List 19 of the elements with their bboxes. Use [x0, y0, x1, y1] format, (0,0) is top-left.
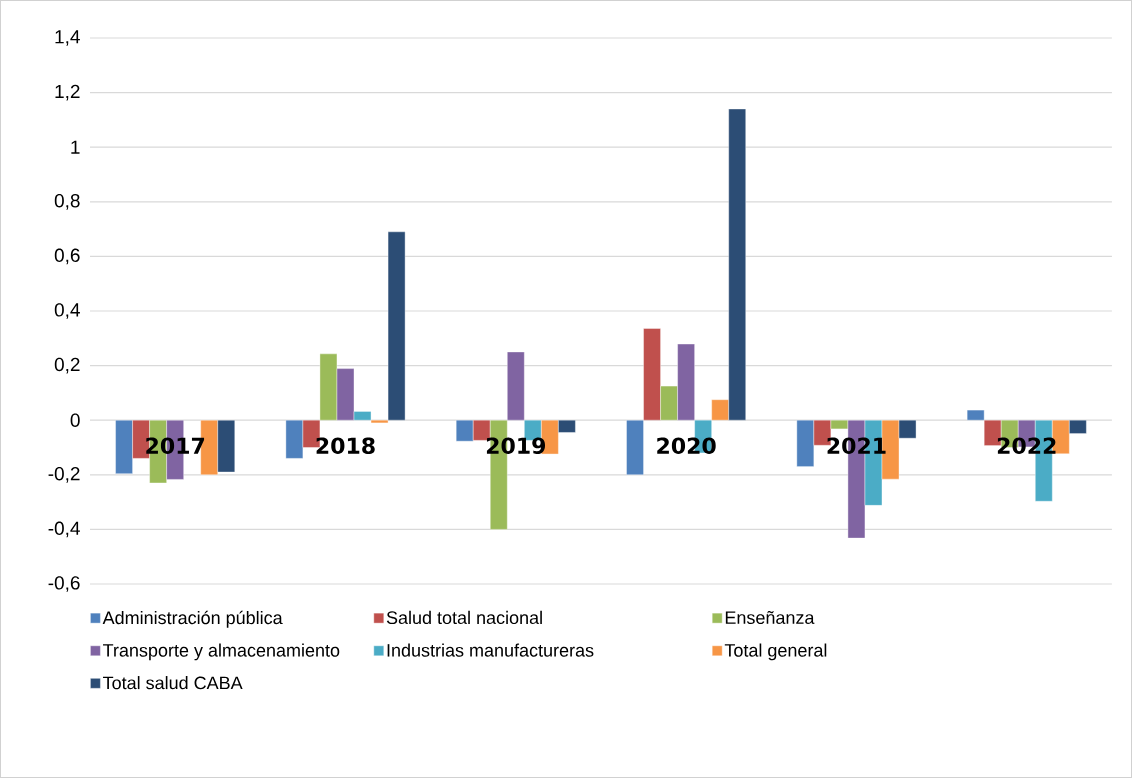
y-tick-label: 1 — [71, 140, 80, 154]
y-tick-label: -0,2 — [48, 466, 80, 483]
legend-label: Total salud CABA — [103, 676, 243, 690]
legend-label: Total general — [724, 643, 827, 661]
y-tick-label: 0,6 — [54, 248, 80, 265]
legend-label: Transporte y almacenamiento — [103, 643, 340, 661]
y-tick-label: -0,6 — [48, 576, 80, 592]
x-tick-label: 2018 — [316, 437, 375, 455]
y-tick-label: 0,2 — [54, 357, 80, 374]
y-tick-label: -0,4 — [48, 521, 80, 538]
legend-label: Salud total nacional — [386, 610, 542, 625]
y-tick-label: 1,2 — [55, 84, 80, 101]
y-tick-label: 0,4 — [54, 303, 80, 319]
y-tick-label: 0,8 — [54, 193, 80, 210]
y-tick-label: 1,4 — [55, 30, 80, 46]
legend-label: Industrias manufactureras — [387, 643, 594, 657]
legend-label: Enseñanza — [725, 610, 815, 625]
y-tick-label: 0 — [70, 413, 80, 427]
legend-label: Administración pública — [102, 610, 283, 628]
